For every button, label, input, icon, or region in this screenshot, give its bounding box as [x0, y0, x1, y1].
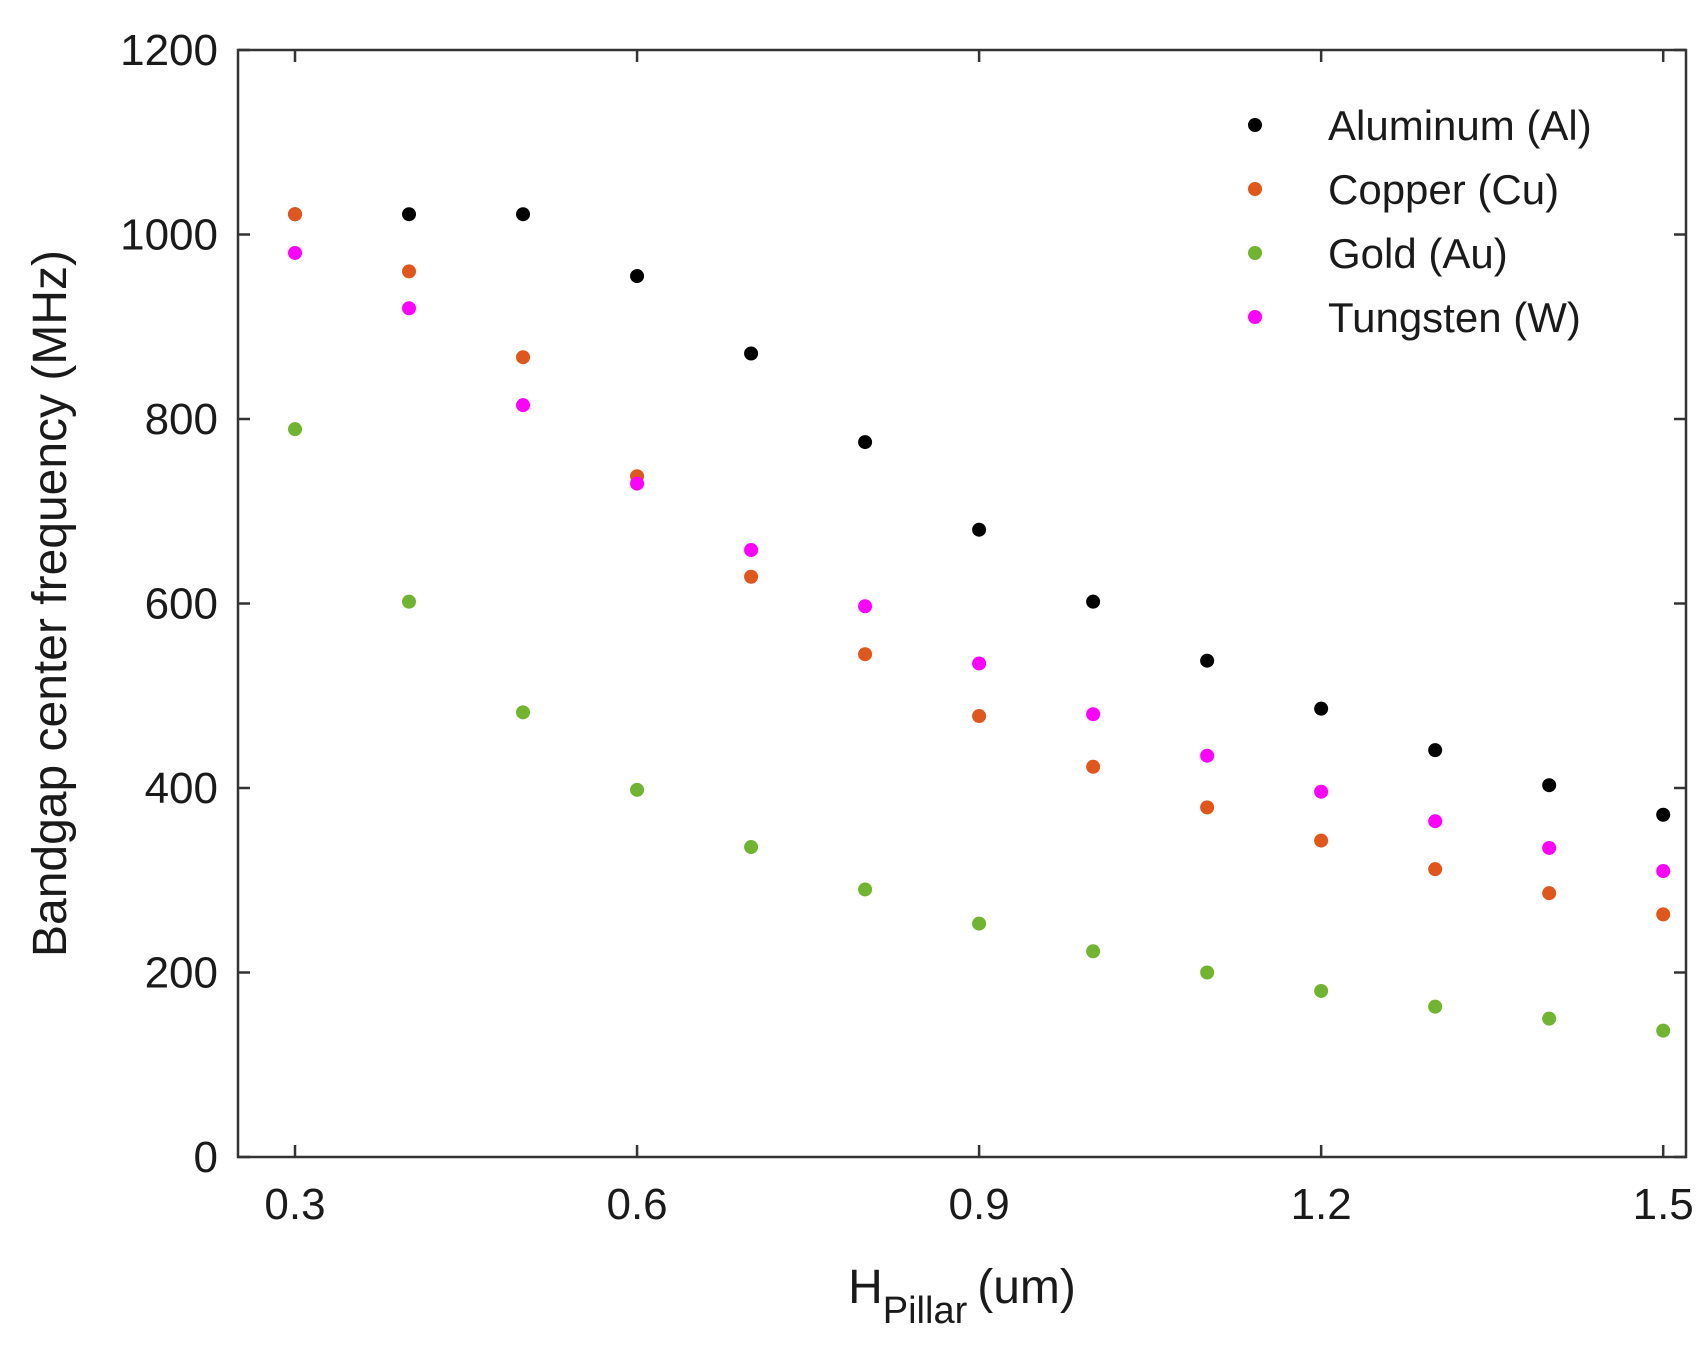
- point-copper: [972, 709, 987, 724]
- legend-label-aluminum: Aluminum (Al): [1328, 102, 1592, 149]
- point-copper: [1314, 833, 1329, 848]
- point-aluminum: [1314, 701, 1329, 716]
- point-tungsten: [1086, 707, 1101, 722]
- point-gold: [1428, 999, 1443, 1014]
- y-tick-label: 0: [194, 1133, 218, 1182]
- point-tungsten: [1656, 864, 1671, 879]
- point-tungsten: [744, 542, 759, 557]
- point-gold: [1086, 944, 1101, 959]
- y-tick-label: 1200: [120, 26, 218, 75]
- point-copper: [1086, 759, 1101, 774]
- x-axis-title-subscript: Pillar: [883, 1290, 968, 1332]
- data-points: [288, 207, 1671, 1038]
- point-copper: [1656, 907, 1671, 922]
- x-axis-title: HPillar (um): [848, 1261, 1076, 1332]
- point-gold: [1200, 965, 1215, 980]
- point-gold: [402, 594, 417, 609]
- x-tick-label: 0.6: [606, 1180, 667, 1229]
- point-aluminum: [1656, 807, 1671, 822]
- point-copper: [1428, 862, 1443, 877]
- legend: Aluminum (Al) Copper (Cu) Gold (Au) Tungste…: [1248, 102, 1592, 341]
- point-aluminum: [1542, 778, 1557, 793]
- point-aluminum: [630, 269, 645, 284]
- legend-marker-copper: [1248, 182, 1262, 196]
- point-copper: [1200, 800, 1215, 815]
- point-gold: [1314, 983, 1329, 998]
- series-aluminum: [288, 207, 1671, 822]
- x-tick-label: 0.9: [949, 1180, 1010, 1229]
- x-tick-label: 0.3: [264, 1180, 325, 1229]
- point-tungsten: [516, 398, 531, 413]
- y-axis-title: Bandgap center frequency (MHz): [24, 250, 77, 957]
- point-copper: [402, 264, 417, 279]
- point-tungsten: [1200, 748, 1215, 763]
- y-tick-label: 600: [145, 580, 218, 629]
- x-axis-ticks: 0.3 0.6 0.9 1.2 1.5: [264, 50, 1694, 1229]
- legend-marker-tungsten: [1248, 310, 1262, 324]
- plot-frame: [236, 48, 1688, 1159]
- point-gold: [972, 916, 987, 931]
- point-aluminum: [1428, 743, 1443, 758]
- point-tungsten: [858, 599, 873, 614]
- series-gold: [288, 422, 1671, 1038]
- y-tick-label: 800: [145, 395, 218, 444]
- legend-marker-aluminum: [1248, 118, 1262, 132]
- point-tungsten: [402, 301, 417, 316]
- point-gold: [630, 782, 645, 797]
- y-tick-label: 400: [145, 764, 218, 813]
- point-aluminum: [516, 207, 531, 222]
- point-aluminum: [402, 207, 417, 222]
- point-gold: [1542, 1011, 1557, 1026]
- point-copper: [744, 569, 759, 584]
- legend-marker-gold: [1248, 246, 1262, 260]
- point-aluminum: [972, 522, 987, 537]
- point-gold: [858, 882, 873, 897]
- point-copper: [288, 207, 303, 222]
- y-axis-ticks: 0 200 400 600 800 1000 1200: [120, 26, 1686, 1182]
- point-tungsten: [1428, 814, 1443, 829]
- point-tungsten: [972, 656, 987, 671]
- y-tick-label: 200: [145, 949, 218, 998]
- point-gold: [288, 422, 303, 437]
- point-aluminum: [744, 346, 759, 361]
- point-copper: [1542, 886, 1557, 901]
- point-aluminum: [858, 435, 873, 450]
- point-gold: [744, 840, 759, 855]
- series-copper: [288, 207, 1671, 922]
- point-copper: [858, 647, 873, 662]
- point-tungsten: [288, 245, 303, 260]
- x-axis-title-main: H: [848, 1261, 883, 1314]
- point-tungsten: [1314, 784, 1329, 799]
- point-gold: [516, 705, 531, 720]
- x-axis-title-unit: (um): [977, 1261, 1076, 1314]
- point-tungsten: [630, 476, 645, 491]
- point-tungsten: [1542, 840, 1557, 855]
- point-aluminum: [1086, 594, 1101, 609]
- legend-label-gold: Gold (Au): [1328, 230, 1508, 277]
- legend-label-tungsten: Tungsten (W): [1328, 294, 1581, 341]
- series-tungsten: [288, 245, 1671, 879]
- legend-label-copper: Copper (Cu): [1328, 166, 1559, 213]
- point-gold: [1656, 1023, 1671, 1038]
- axes: 0 200 400 600 800 1000 1200 0.3 0.6 0.9 1.2 1.5: [120, 26, 1694, 1229]
- y-tick-label: 1000: [120, 211, 218, 260]
- x-tick-label: 1.2: [1291, 1180, 1352, 1229]
- x-tick-label: 1.5: [1633, 1180, 1694, 1229]
- point-aluminum: [1200, 653, 1215, 668]
- point-copper: [516, 350, 531, 365]
